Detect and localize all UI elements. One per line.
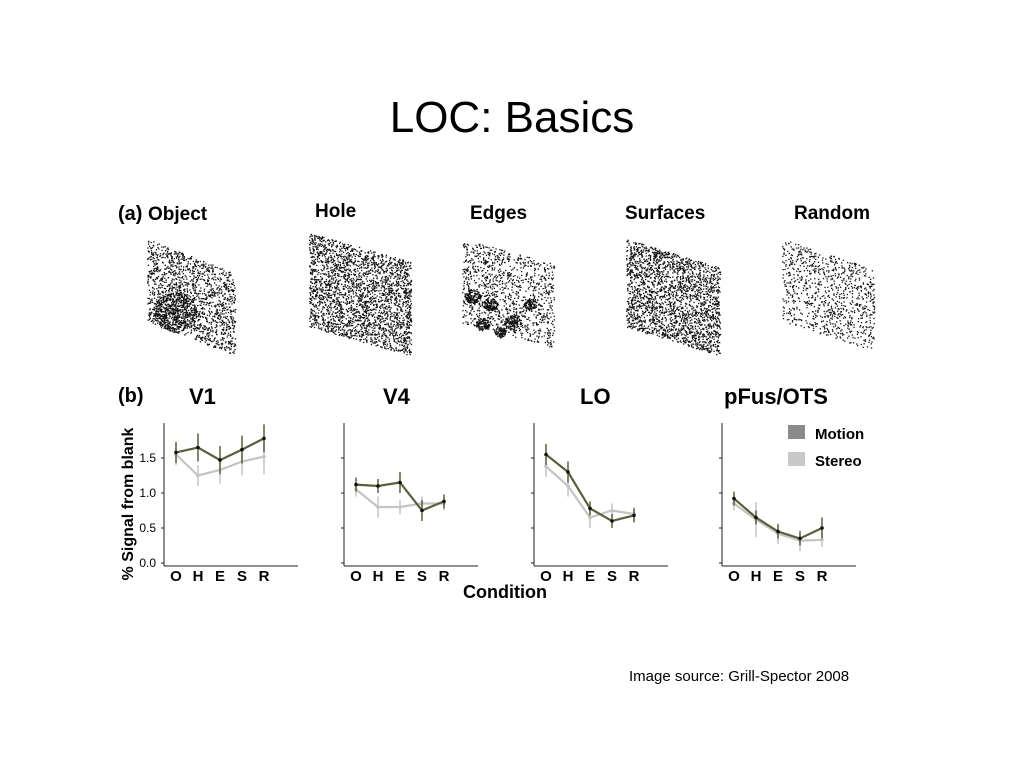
data-point-stereo — [262, 454, 266, 459]
data-point-motion — [632, 513, 636, 518]
data-point-motion — [262, 436, 266, 441]
data-point-stereo — [610, 508, 614, 513]
stimulus-label-edges: Edges — [470, 203, 528, 224]
data-point-motion — [442, 499, 446, 504]
line-chart-panels: % Signal from blank Condition 0.0 0.5 1.0 1… — [120, 423, 864, 602]
x-tick-label: E — [773, 568, 783, 585]
data-point-motion — [732, 496, 736, 501]
legend-label-stereo: Stereo — [815, 453, 862, 470]
stimulus-label-object: Object — [148, 204, 208, 225]
stimulus-label-surfaces: Surfaces — [625, 203, 706, 224]
panel-b-letter: (b) — [118, 385, 144, 407]
slide-title: LOC: Basics — [389, 93, 635, 142]
x-tick-label: H — [193, 568, 204, 585]
x-tick-label: R — [259, 568, 270, 585]
x-tick-label: H — [563, 568, 574, 585]
data-point-motion — [398, 480, 402, 485]
data-point-motion — [754, 515, 758, 520]
y-tick-label: 0.0 — [139, 556, 156, 570]
data-point-stereo — [588, 515, 592, 520]
x-tick-label: O — [728, 568, 740, 585]
data-point-motion — [196, 445, 200, 450]
x-tick-label: R — [817, 568, 828, 585]
x-tick-label: R — [629, 568, 640, 585]
data-point-motion — [820, 526, 824, 530]
x-axis-title: Condition — [463, 582, 547, 602]
data-point-stereo — [566, 484, 570, 488]
x-tick-label: S — [607, 568, 617, 585]
legend-swatch-motion — [788, 425, 805, 439]
region-label-lo: LO — [580, 384, 611, 409]
y-tick-label: 1.0 — [139, 486, 156, 500]
data-point-motion — [798, 536, 802, 541]
stimulus-label-random: Random — [794, 203, 870, 224]
region-label-v4: V4 — [383, 384, 410, 409]
x-tick-label: E — [585, 568, 595, 585]
x-tick-label: H — [373, 568, 384, 585]
y-tick-label: 0.5 — [139, 521, 156, 535]
data-point-motion — [420, 508, 424, 513]
x-tick-label: R — [439, 568, 450, 585]
data-point-motion — [354, 482, 358, 487]
chart-legend: Motion Stereo — [788, 425, 864, 470]
x-tick-label: H — [751, 568, 762, 585]
x-tick-label: E — [215, 568, 225, 585]
x-tick-label: O — [170, 568, 182, 585]
data-point-motion — [376, 484, 380, 488]
region-label-v1: V1 — [189, 384, 216, 409]
y-tick-label: 1.5 — [139, 451, 156, 465]
data-point-stereo — [820, 538, 824, 542]
legend-label-motion: Motion — [815, 426, 864, 443]
image-source-credit: Image source: Grill-Spector 2008 — [629, 668, 850, 685]
y-axis-title: % Signal from blank — [120, 427, 137, 580]
chart-panel-v1: 0.0 0.5 1.0 1.5 O H E S R — [139, 423, 298, 585]
x-tick-label: S — [795, 568, 805, 585]
data-point-stereo — [544, 464, 548, 469]
data-point-stereo — [376, 505, 380, 509]
data-point-stereo — [398, 505, 402, 509]
x-tick-label: E — [395, 568, 405, 585]
data-point-motion — [544, 452, 548, 457]
data-point-motion — [776, 529, 780, 534]
x-tick-label: O — [350, 568, 362, 585]
stimulus-label-hole: Hole — [315, 201, 357, 222]
data-point-motion — [610, 519, 614, 523]
data-point-motion — [218, 458, 222, 462]
data-point-stereo — [196, 473, 200, 478]
stimulus-image-surfaces — [626, 239, 722, 356]
panel-a-letter: (a) — [118, 203, 143, 225]
data-point-motion — [588, 506, 592, 511]
stimulus-image-random — [782, 241, 876, 349]
data-point-motion — [566, 470, 570, 474]
x-tick-label: S — [417, 568, 427, 585]
data-point-motion — [240, 447, 244, 452]
x-tick-label: S — [237, 568, 247, 585]
stimulus-image-edges — [462, 243, 556, 348]
legend-swatch-stereo — [788, 452, 805, 466]
stimulus-image-hole — [309, 233, 413, 356]
data-point-motion — [174, 450, 178, 455]
x-tick-label: O — [540, 568, 552, 585]
stimulus-image-object — [147, 240, 237, 354]
region-label-pfus-ots: pFus/OTS — [724, 384, 828, 409]
